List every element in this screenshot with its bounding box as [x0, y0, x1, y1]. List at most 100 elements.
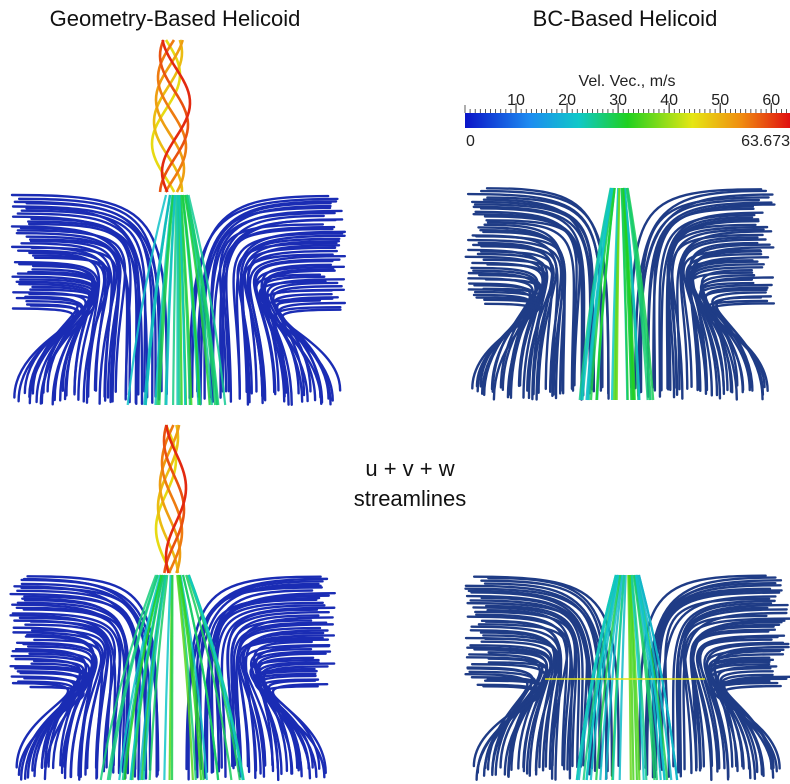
streamline — [23, 595, 139, 778]
streamline — [685, 252, 763, 392]
streamline — [215, 601, 324, 769]
core-streamline — [123, 574, 163, 781]
streamline — [471, 302, 536, 390]
streamline — [721, 684, 782, 770]
streamline — [483, 582, 609, 773]
streamline — [660, 595, 777, 771]
core-streamline — [176, 574, 194, 781]
streamline — [698, 283, 773, 392]
streamline — [667, 219, 760, 392]
streamline — [248, 255, 347, 402]
streamline — [485, 219, 582, 387]
streamline — [9, 665, 91, 781]
core-streamline — [144, 194, 172, 406]
core-streamline — [636, 574, 673, 781]
streamline — [262, 289, 333, 402]
helix-streamline — [162, 424, 186, 574]
panel-title: Geometry-Based Helicoid — [50, 6, 301, 31]
streamline — [218, 223, 325, 393]
streamline — [220, 606, 336, 779]
streamline — [28, 251, 101, 404]
streamline — [225, 225, 336, 403]
streamline — [11, 649, 94, 775]
core-streamline — [589, 574, 621, 781]
streamline — [19, 671, 87, 772]
streamline — [666, 225, 769, 399]
streamline — [644, 576, 777, 769]
streamline — [254, 273, 322, 406]
streamline — [239, 638, 330, 767]
core-streamline — [178, 574, 203, 781]
streamline — [479, 631, 556, 769]
streamline — [230, 619, 313, 773]
core-streamline — [187, 574, 244, 781]
streamline — [479, 207, 586, 397]
core-streamline — [586, 187, 614, 401]
core-streamline — [181, 574, 220, 781]
streamline — [274, 305, 342, 402]
range-max-label: 63.673 — [741, 133, 790, 150]
core-streamline — [604, 574, 624, 781]
streamline — [16, 249, 110, 392]
helix-streamline — [164, 424, 188, 574]
streamline — [239, 237, 341, 404]
colorbar-title: Vel. Vec., m/s — [579, 73, 676, 90]
streamline — [211, 214, 325, 403]
streamline — [31, 254, 106, 398]
streamline — [690, 266, 764, 396]
streamline — [215, 604, 326, 768]
streamline — [682, 614, 768, 775]
streamline — [658, 213, 756, 398]
streamline — [706, 302, 776, 389]
core-streamline — [148, 574, 169, 781]
core-streamline — [628, 574, 638, 781]
streamline — [205, 589, 314, 774]
streamline — [691, 619, 786, 769]
core-streamline — [634, 574, 666, 781]
core-streamline — [595, 574, 622, 781]
streamline — [16, 229, 127, 393]
core-streamline — [179, 194, 192, 406]
streamline — [474, 610, 577, 771]
core-streamline — [131, 574, 165, 781]
streamline — [486, 221, 576, 390]
core-streamline — [178, 194, 187, 406]
helix-streamline — [152, 39, 184, 193]
streamline — [697, 638, 773, 770]
streamline — [199, 204, 332, 406]
streamline — [188, 197, 339, 400]
streamline — [651, 582, 777, 779]
streamline — [472, 293, 533, 395]
streamline — [12, 631, 105, 776]
streamline — [477, 623, 569, 767]
streamline — [11, 307, 75, 399]
streamline — [20, 242, 113, 402]
streamline — [260, 685, 326, 779]
streamline — [11, 205, 157, 398]
core-streamline — [183, 194, 211, 406]
core-streamline — [634, 574, 662, 781]
streamline — [484, 604, 581, 769]
streamline — [712, 681, 779, 773]
core-streamline — [627, 574, 635, 781]
core-streamline — [611, 574, 626, 781]
streamline — [464, 587, 602, 768]
core-streamline — [623, 187, 641, 401]
core-streamline — [172, 194, 178, 406]
streamline — [19, 226, 129, 396]
streamline — [262, 665, 329, 771]
streamline — [711, 296, 765, 396]
streamline — [20, 578, 159, 776]
tick-label: 10 — [507, 92, 525, 109]
core-streamline — [589, 187, 615, 401]
core-streamline — [187, 194, 227, 406]
streamline — [682, 611, 788, 771]
streamline — [243, 644, 331, 773]
colorbar-axis: 10 20 30 40 50 60 0 63.673 — [464, 92, 790, 150]
streamline — [475, 296, 538, 393]
tick-label: 40 — [660, 92, 678, 109]
core-streamline — [165, 194, 177, 406]
streamline — [28, 292, 96, 405]
streamline — [671, 233, 764, 400]
